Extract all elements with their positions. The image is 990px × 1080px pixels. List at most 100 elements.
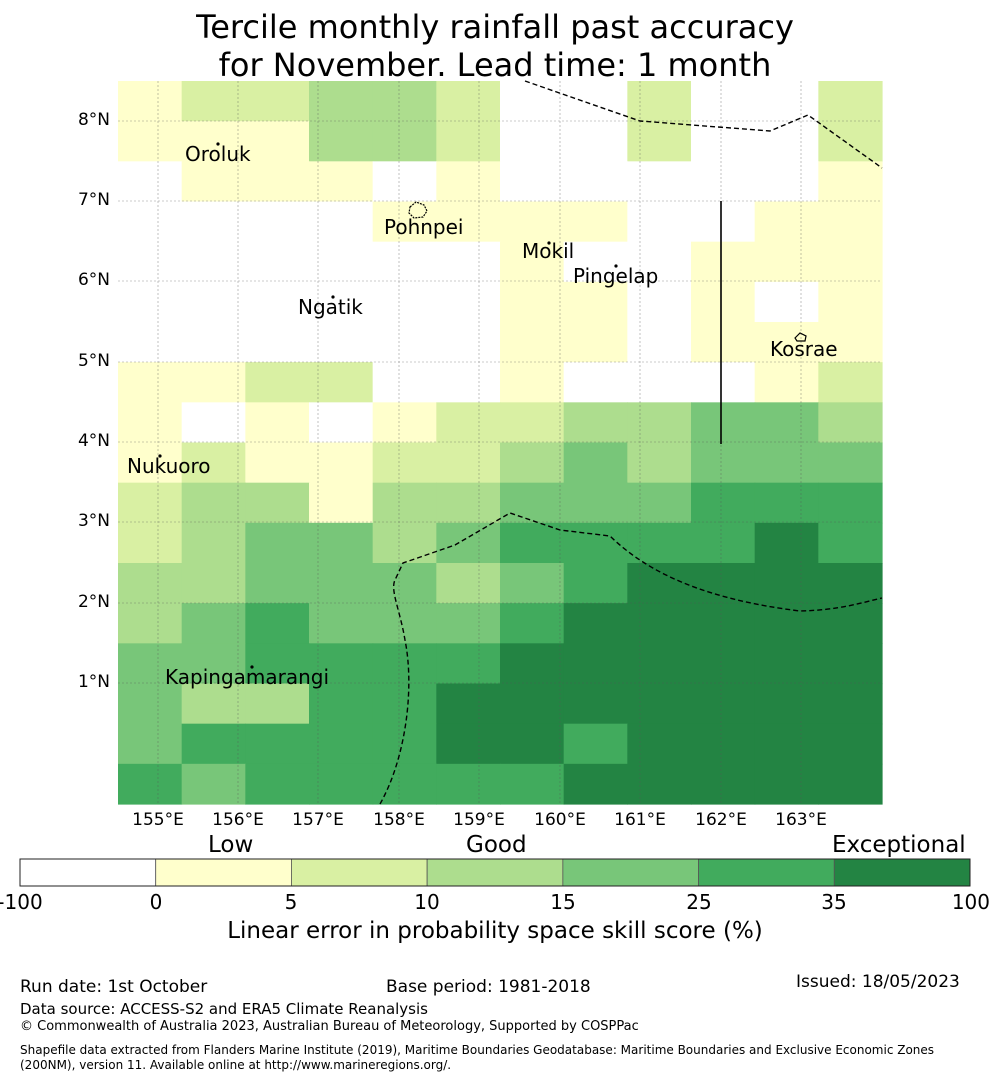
island-outlines [158, 142, 807, 669]
grid-cell [627, 281, 692, 323]
grid-cell [563, 643, 628, 685]
ngatik-island-icon [331, 295, 335, 299]
place-label-ngatik: Ngatik [298, 295, 363, 319]
grid-cell [245, 362, 310, 403]
grid-cell [754, 563, 819, 604]
grid-cell [245, 522, 310, 564]
grid-cell [309, 522, 374, 564]
grid-cell [627, 442, 692, 484]
grid-cell [436, 603, 501, 644]
kapingamarangi-island-icon [250, 665, 254, 669]
grid-cell [691, 442, 756, 484]
skill-grid [118, 81, 883, 805]
grid-cell [118, 201, 183, 243]
grid-cell [372, 723, 437, 765]
colorbar-tick: 5 [284, 890, 298, 914]
grid-cell [754, 522, 819, 564]
grid-cell [181, 683, 246, 725]
grid-cell [691, 281, 756, 323]
colorbar-tick: 0 [149, 890, 163, 914]
grid-cell [309, 201, 374, 243]
grid-cell [691, 763, 756, 805]
grid-cell [754, 161, 819, 203]
grid-cell [436, 161, 501, 203]
grid-cell [372, 362, 437, 403]
grid-cell [436, 362, 501, 403]
grid-cell [118, 723, 183, 765]
grid-cell [309, 362, 374, 403]
lon-label-159e: 159°E [453, 810, 505, 830]
grid-cell [818, 482, 883, 524]
colorbar-segment [698, 858, 835, 887]
grid-cell [627, 402, 692, 444]
grid-cell [500, 482, 565, 524]
grid-cell [818, 322, 883, 363]
grid-cell [691, 643, 756, 685]
grid-cell [500, 522, 565, 564]
grid-cell [118, 241, 183, 283]
grid-cell [627, 723, 692, 765]
grid-cell [309, 281, 374, 323]
grid-cell [691, 241, 756, 283]
grid-cell [436, 482, 501, 524]
grid-cell [500, 643, 565, 685]
grid-cell [500, 442, 565, 484]
grid-cell [245, 482, 310, 524]
grid-cell [245, 763, 310, 805]
grid-cell [818, 643, 883, 685]
grid-cell [436, 683, 501, 725]
run-date: Run date: 1st October [20, 977, 208, 997]
grid-cell [372, 281, 437, 323]
nukuoro-island-icon [158, 454, 162, 458]
grid-cell [436, 643, 501, 685]
lon-label-157e: 157°E [292, 810, 344, 830]
grid-cell [818, 522, 883, 564]
grid-cell [309, 121, 374, 162]
grid-cell [118, 121, 183, 162]
grid-cell [691, 522, 756, 564]
grid-cell [691, 121, 756, 162]
grid-cell [118, 482, 183, 524]
grid-cell [372, 643, 437, 685]
grid-cell [754, 402, 819, 444]
grid-cell [754, 362, 819, 403]
lat-label-3n: 3°N [77, 511, 110, 531]
grid-cell [818, 442, 883, 484]
grid-cell [627, 643, 692, 685]
grid-cell [627, 563, 692, 604]
grid-cell [245, 723, 310, 765]
grid-cell [181, 121, 246, 162]
grid-cell [372, 161, 437, 203]
lat-label-7n: 7°N [77, 190, 110, 210]
lat-label-5n: 5°N [77, 351, 110, 371]
colorbar-segment [426, 858, 564, 887]
grid-cell [309, 241, 374, 283]
grid-cell [118, 322, 183, 363]
grid-cell [245, 402, 310, 444]
grid-cell [691, 723, 756, 765]
lat-label-1n: 1°N [77, 672, 110, 692]
map-title-line-2: for November. Lead time: 1 month [218, 46, 772, 84]
grid-cell [118, 603, 183, 644]
place-label-kapingamarangi: Kapingamarangi [165, 665, 330, 689]
grid-cell [563, 81, 628, 122]
grid-cell [372, 522, 437, 564]
category-low: Low [208, 832, 254, 858]
grid-cell [754, 121, 819, 162]
pingelap-island-icon [614, 264, 618, 268]
grid-cell [500, 723, 565, 765]
place-label-pohnpei: Pohnpei [384, 215, 464, 239]
grid-cell [372, 763, 437, 805]
grid-cell [500, 161, 565, 203]
colorbar-tick: 100 [951, 890, 990, 914]
grid-cell [309, 402, 374, 444]
grid-cell [563, 402, 628, 444]
grid-cell [436, 241, 501, 283]
grid-cell [245, 241, 310, 283]
grid-cell [372, 442, 437, 484]
grid-cell [118, 522, 183, 564]
grid-cell [436, 442, 501, 484]
grid-cell [309, 683, 374, 725]
data-source: Data source: ACCESS-S2 and ERA5 Climate … [20, 1000, 428, 1018]
place-label-oroluk: Oroluk [185, 142, 251, 166]
